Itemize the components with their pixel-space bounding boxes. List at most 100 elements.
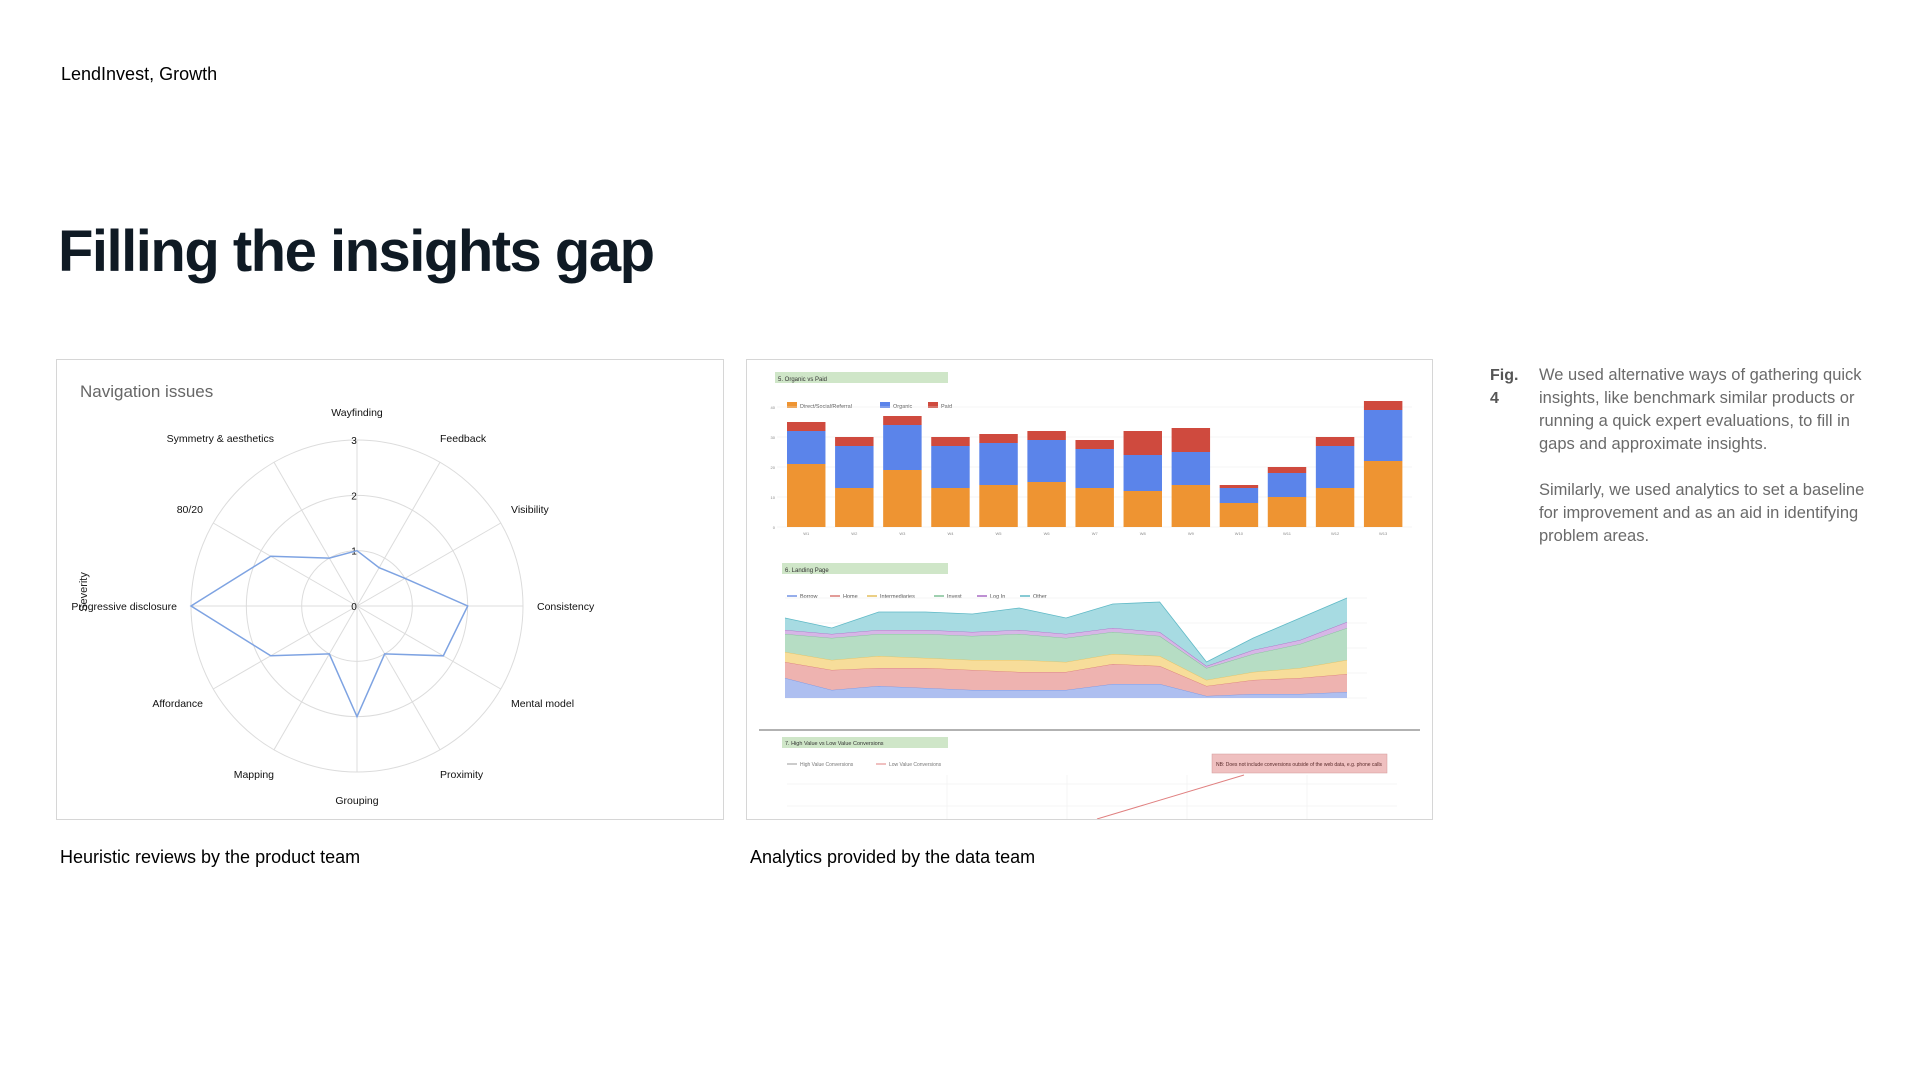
figure-label: Fig. 4 [1490,367,1519,407]
area-legend-label: Invest [947,594,962,600]
radar-category-label: Proximity [440,769,484,781]
bar-segment [1171,452,1211,485]
radar-category-label: 80/20 [177,504,203,516]
radar-category-label: Affordance [152,698,203,710]
bar-segment [1171,485,1211,527]
radar-category-label: Wayfinding [331,407,383,419]
bar-segment [1315,446,1355,488]
area-series-fill [785,678,1347,698]
bar-segment [1027,482,1066,527]
bar-x-tick: W6 [1044,531,1051,536]
radar-category-label: Mapping [234,769,274,781]
bar-x-tick: W1 [803,531,810,536]
area-chart-title: 6. Landing Page [785,568,829,574]
area-legend-label: Log In [990,594,1005,600]
radar-spoke [273,461,358,607]
bar-segment [883,470,922,527]
area-series-fill [785,652,1347,686]
line-chart-annotation: NB: Does not include conversions outside… [1216,762,1382,768]
area-series-fill [785,662,1347,696]
bar-segment [1363,410,1403,461]
radar-category-label: Visibility [511,504,549,516]
bar-x-tick: W3 [899,531,906,536]
radar-category-label: Consistency [537,601,595,613]
bar-segment [1267,497,1307,527]
line-chart-title: 7. High Value vs Low Value Conversions [785,741,884,747]
bar-segment [787,431,826,464]
bar-segment [1171,428,1211,452]
bar-x-tick: W7 [1092,531,1099,536]
radar-spoke [356,605,502,690]
radar-tick-label: 2 [351,491,357,502]
bar-legend-swatch [787,402,797,408]
bar-y-tick: 10 [771,495,776,500]
radar-spoke [212,522,358,607]
bar-segment [1219,488,1259,503]
radar-spoke [356,522,502,607]
radar-spoke [273,605,358,751]
bar-x-tick: W10 [1235,531,1244,536]
bar-segment [835,488,874,527]
bar-segment [1027,431,1066,440]
figure-paragraph-2: Similarly, we used analytics to set a ba… [1539,481,1865,545]
bar-segment [931,488,970,527]
bar-segment [1075,488,1114,527]
bar-chart-title-bg [775,372,948,383]
bar-segment [1267,467,1307,473]
bar-segment [979,485,1018,527]
bar-y-tick: 20 [771,465,776,470]
bar-y-tick: 0 [773,525,776,530]
bar-segment [1219,503,1259,527]
bar-legend-swatch [880,402,890,408]
bar-segment [931,446,970,488]
bar-segment [1123,455,1162,491]
figure-paragraph-1: We used alternative ways of gathering qu… [1539,366,1862,453]
radar-series-severity [189,549,469,719]
area-series-fill [785,598,1347,666]
bar-segment [883,425,922,470]
area-legend-label: Home [843,594,858,600]
bar-segment [1315,437,1355,446]
area-legend-label: Other [1033,594,1047,600]
radar-title: Navigation issues [80,382,213,401]
radar-chart: Navigation issues Severity Wayfinding Fee… [71,382,595,807]
bar-segment [835,446,874,488]
area-series-fill [785,628,1347,680]
line-legend-label: Low Value Conversions [889,762,942,768]
caption-analytics: Analytics provided by the data team [750,847,1036,867]
line-chart-annotation-bg [1211,753,1388,774]
bar-segment [1363,461,1403,527]
area-legend-label: Borrow [800,594,817,600]
bar-x-tick: W2 [851,531,858,536]
radar-tick-label: 3 [351,436,357,447]
bar-segment [787,422,826,431]
bar-segment [1123,431,1162,455]
radar-category-label: Mental model [511,698,574,710]
bar-segment [835,437,874,446]
page-title: Filling the insights gap [58,219,655,284]
radar-tick-label: 0 [351,602,357,613]
bar-segment [1027,440,1066,482]
analytics-dashboard: 5. Organic vs Paid Direct/Social/Referra… [759,372,1420,819]
bar-x-tick: W5 [996,531,1003,536]
area-series-line [784,597,1348,663]
radar-spoke [356,461,441,607]
area-series-fill [785,622,1347,668]
bar-segment [1363,401,1403,410]
bar-segment [979,434,1018,443]
bar-segment [1123,491,1162,527]
bar-chart-title: 5. Organic vs Paid [778,377,827,383]
analytics-panel: 5. Organic vs Paid Direct/Social/Referra… [746,359,1433,820]
bar-segment [883,416,922,425]
bar-legend-swatch [928,402,938,408]
line-series-low-value [1096,774,1245,819]
line-legend-label: High Value Conversions [800,762,854,768]
radar-category-label: Symmetry & aesthetics [167,433,274,445]
line-chart-title-bg [782,737,948,748]
radar-spoke [212,605,358,690]
bar-segment [1267,473,1307,497]
bar-segment [1315,488,1355,527]
area-chart-title-bg [782,563,948,574]
radar-axis-label: Severity [78,572,90,612]
figure-description: We used alternative ways of gathering qu… [1539,364,1879,571]
